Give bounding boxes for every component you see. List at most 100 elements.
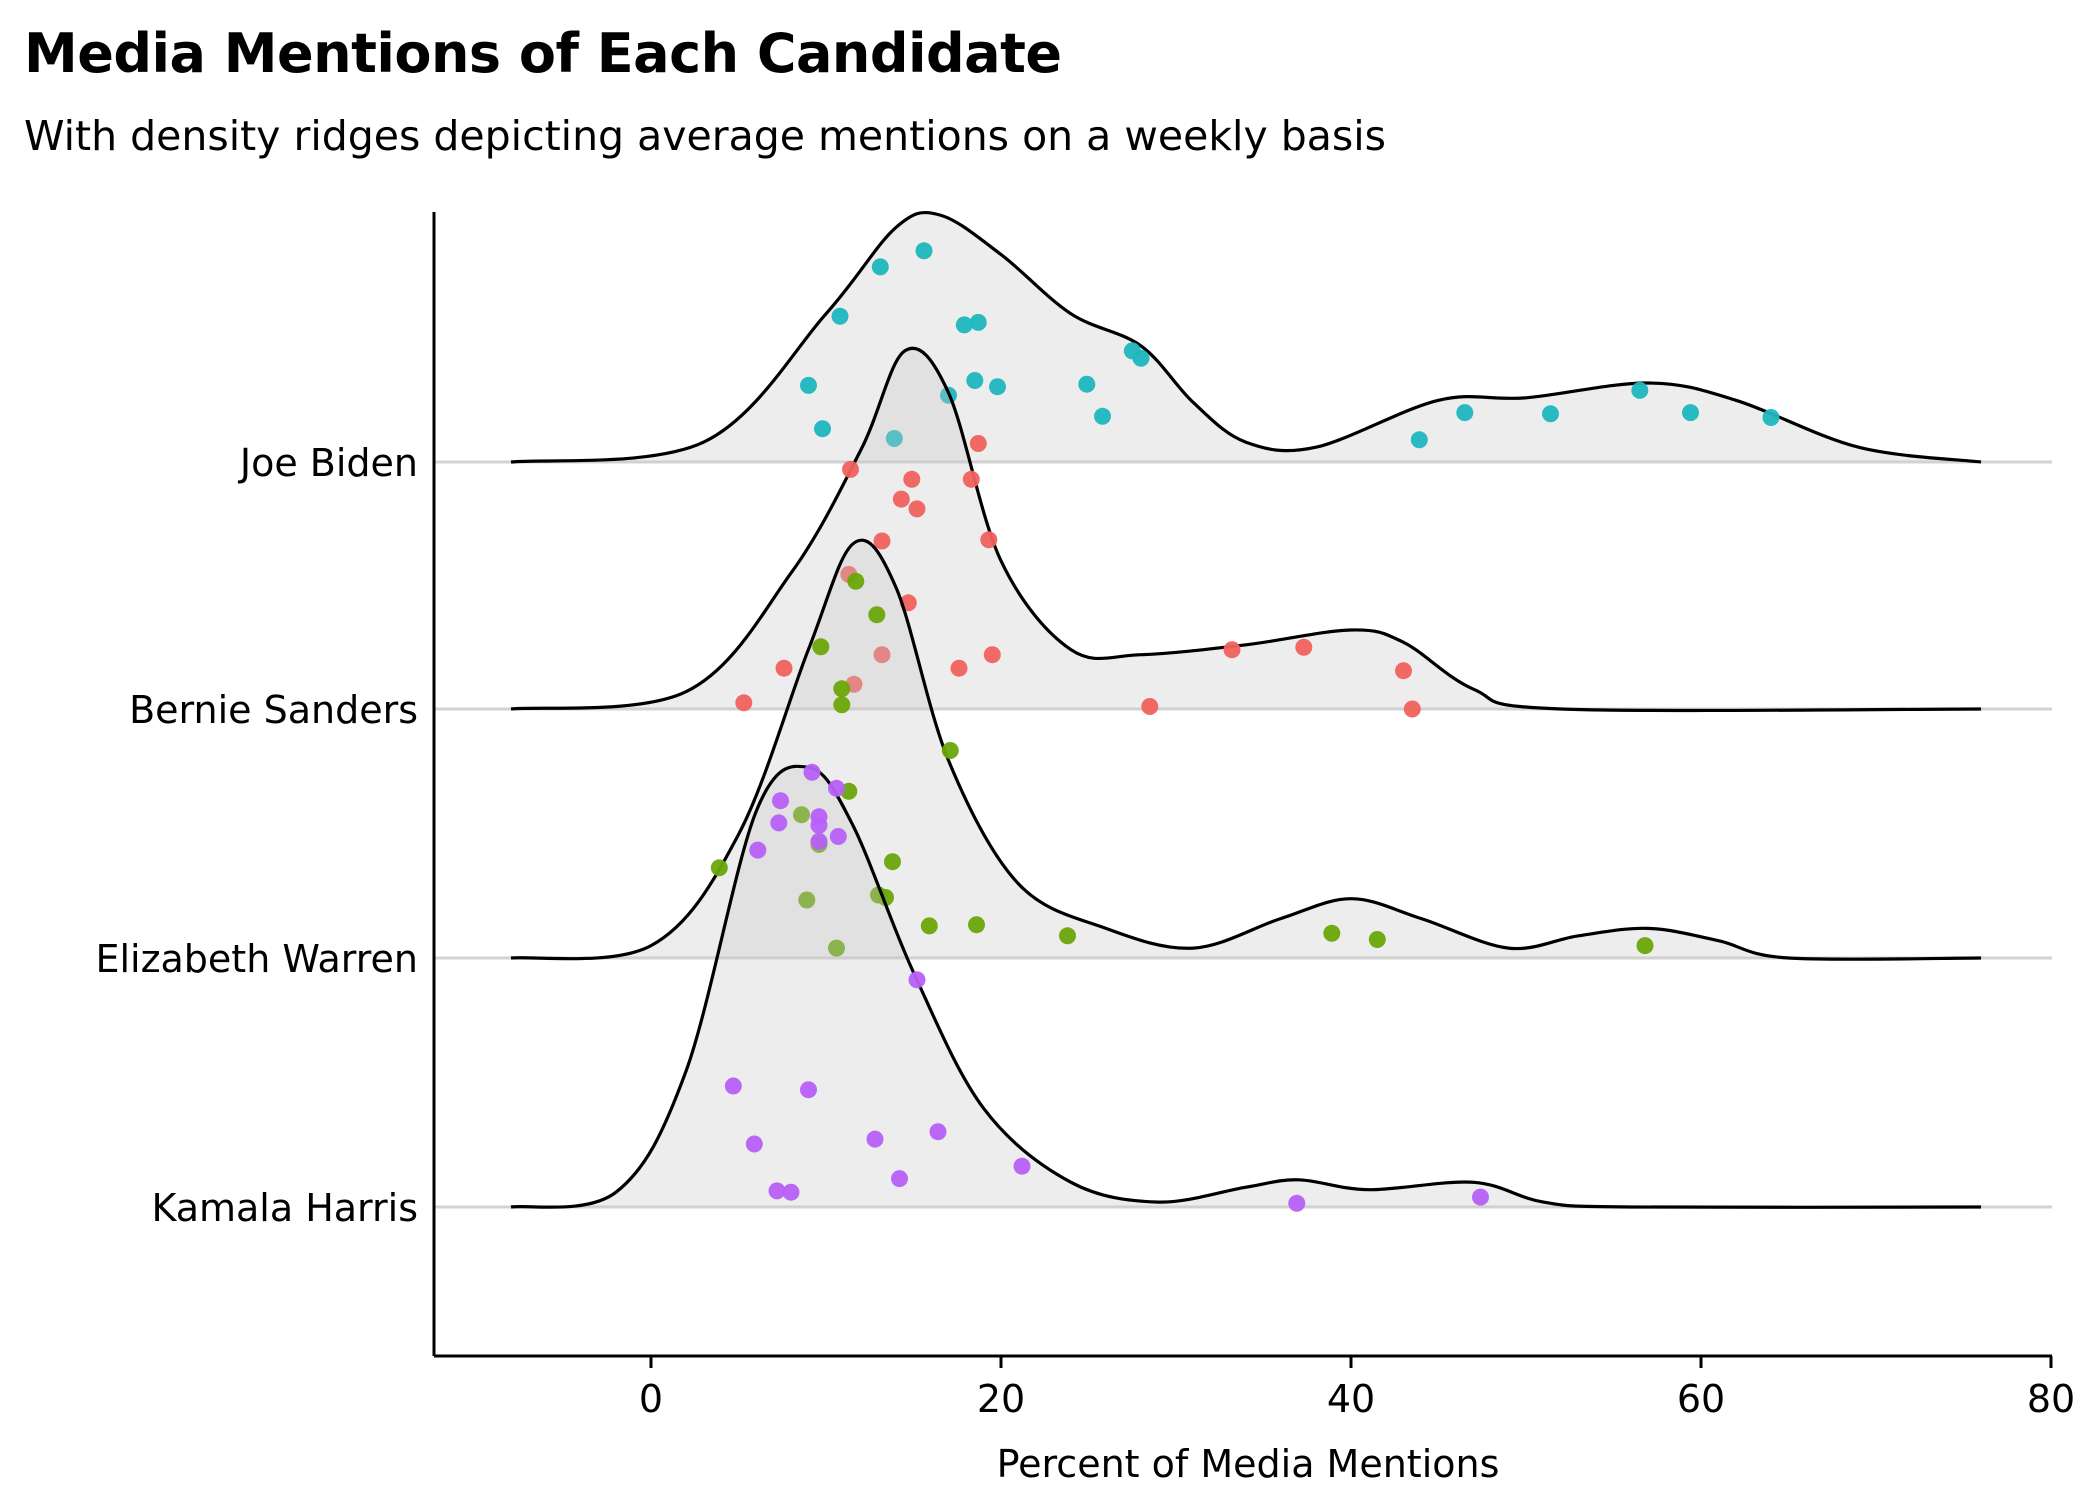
point-joe-biden bbox=[966, 372, 984, 389]
point-kamala-harris bbox=[891, 1170, 908, 1188]
point-bernie-sanders bbox=[980, 531, 998, 549]
point-kamala-harris bbox=[800, 1081, 817, 1099]
point-bernie-sanders bbox=[1141, 698, 1159, 715]
point-elizabeth-warren bbox=[812, 638, 830, 656]
point-kamala-harris bbox=[1288, 1194, 1306, 1212]
point-kamala-harris bbox=[828, 779, 845, 797]
point-kamala-harris bbox=[745, 1135, 763, 1153]
ridge-fill-kamala-harris bbox=[511, 766, 1981, 1208]
y-tick-label-joe-biden: Joe Biden bbox=[238, 441, 418, 485]
ridge-kamala-harris bbox=[510, 763, 1982, 1212]
point-bernie-sanders bbox=[873, 532, 891, 550]
ridge-line-kamala-harris bbox=[510, 764, 1982, 1209]
point-joe-biden bbox=[969, 313, 987, 331]
point-kamala-harris bbox=[770, 814, 788, 832]
point-kamala-harris bbox=[829, 828, 847, 845]
point-joe-biden bbox=[1456, 404, 1474, 422]
point-elizabeth-warren bbox=[1636, 937, 1654, 955]
point-bernie-sanders bbox=[842, 460, 859, 478]
y-tick-label-elizabeth-warren: Elizabeth Warren bbox=[95, 937, 418, 981]
point-kamala-harris bbox=[768, 1182, 786, 1200]
point-joe-biden bbox=[915, 242, 933, 260]
point-elizabeth-warren bbox=[710, 859, 728, 877]
point-joe-biden bbox=[800, 376, 817, 394]
point-kamala-harris bbox=[810, 816, 828, 834]
ridge-line-joe-biden bbox=[510, 210, 1982, 464]
x-tick-label: 0 bbox=[639, 1377, 663, 1421]
point-bernie-sanders bbox=[735, 694, 753, 712]
point-bernie-sanders bbox=[1403, 700, 1421, 718]
point-kamala-harris bbox=[803, 763, 821, 781]
point-joe-biden bbox=[885, 430, 903, 447]
point-joe-biden bbox=[1410, 431, 1428, 449]
ridge-line-elizabeth-warren bbox=[510, 538, 1982, 961]
point-joe-biden bbox=[1132, 349, 1150, 367]
point-joe-biden bbox=[1631, 381, 1649, 399]
y-axis-labels: Joe Biden Bernie Sanders Elizabeth Warren K… bbox=[95, 441, 418, 1230]
y-tick-label-bernie-sanders: Bernie Sanders bbox=[129, 688, 418, 732]
axes bbox=[432, 212, 2053, 1368]
point-elizabeth-warren bbox=[833, 696, 851, 714]
point-kamala-harris bbox=[782, 1183, 800, 1201]
x-tick-label: 80 bbox=[2027, 1377, 2075, 1421]
point-elizabeth-warren bbox=[828, 939, 845, 957]
point-joe-biden bbox=[955, 316, 973, 334]
point-kamala-harris bbox=[1013, 1157, 1031, 1175]
point-joe-biden bbox=[871, 258, 889, 276]
point-bernie-sanders bbox=[983, 646, 1001, 664]
chart-subtitle: With density ridges depicting average me… bbox=[24, 112, 1387, 160]
point-elizabeth-warren bbox=[847, 572, 865, 590]
point-bernie-sanders bbox=[1395, 662, 1412, 680]
point-elizabeth-warren bbox=[1368, 931, 1386, 948]
point-bernie-sanders bbox=[775, 659, 793, 677]
point-joe-biden bbox=[1542, 405, 1559, 423]
point-bernie-sanders bbox=[1223, 641, 1241, 659]
point-joe-biden bbox=[989, 378, 1006, 396]
point-kamala-harris bbox=[772, 792, 789, 810]
ridge-joe-biden bbox=[510, 210, 1982, 464]
point-bernie-sanders bbox=[908, 500, 926, 518]
point-kamala-harris bbox=[866, 1130, 884, 1148]
point-kamala-harris bbox=[724, 1077, 742, 1095]
point-bernie-sanders bbox=[873, 646, 891, 664]
point-bernie-sanders bbox=[1295, 638, 1313, 656]
point-elizabeth-warren bbox=[968, 916, 985, 934]
point-elizabeth-warren bbox=[920, 917, 938, 935]
point-bernie-sanders bbox=[950, 659, 968, 677]
chart-title: Media Mentions of Each Candidate bbox=[24, 22, 1062, 85]
point-joe-biden bbox=[1094, 407, 1111, 425]
point-kamala-harris bbox=[929, 1123, 947, 1141]
point-elizabeth-warren bbox=[868, 606, 886, 624]
x-tick-label: 60 bbox=[1677, 1377, 1725, 1421]
point-elizabeth-warren bbox=[1323, 924, 1341, 942]
x-axis-title: Percent of Media Mentions bbox=[997, 1442, 1500, 1486]
x-axis-labels: 0 20 40 60 80 bbox=[639, 1377, 2075, 1421]
point-elizabeth-warren bbox=[798, 891, 816, 909]
y-tick-label-kamala-harris: Kamala Harris bbox=[151, 1186, 418, 1230]
point-elizabeth-warren bbox=[793, 806, 810, 824]
point-bernie-sanders bbox=[903, 470, 921, 488]
density-ridges bbox=[510, 210, 1982, 1212]
ridge-line-bernie-sanders bbox=[510, 346, 1982, 713]
point-kamala-harris bbox=[810, 832, 828, 850]
point-kamala-harris bbox=[908, 971, 926, 989]
point-joe-biden bbox=[831, 307, 849, 325]
ridge-fill-elizabeth-warren bbox=[511, 540, 1981, 960]
point-bernie-sanders bbox=[969, 435, 987, 452]
point-kamala-harris bbox=[749, 841, 767, 859]
point-elizabeth-warren bbox=[941, 742, 959, 759]
point-elizabeth-warren bbox=[1059, 927, 1076, 945]
point-joe-biden bbox=[1078, 375, 1096, 393]
point-elizabeth-warren bbox=[884, 853, 901, 871]
point-joe-biden bbox=[814, 420, 831, 438]
point-elizabeth-warren bbox=[833, 680, 851, 698]
point-kamala-harris bbox=[1472, 1188, 1489, 1206]
point-joe-biden bbox=[1762, 409, 1780, 426]
point-bernie-sanders bbox=[962, 470, 980, 488]
point-joe-biden bbox=[1682, 404, 1699, 422]
point-bernie-sanders bbox=[892, 490, 910, 508]
x-tick-label: 20 bbox=[977, 1377, 1025, 1421]
ridge-bernie-sanders bbox=[510, 346, 1982, 718]
x-tick-label: 40 bbox=[1327, 1377, 1375, 1421]
